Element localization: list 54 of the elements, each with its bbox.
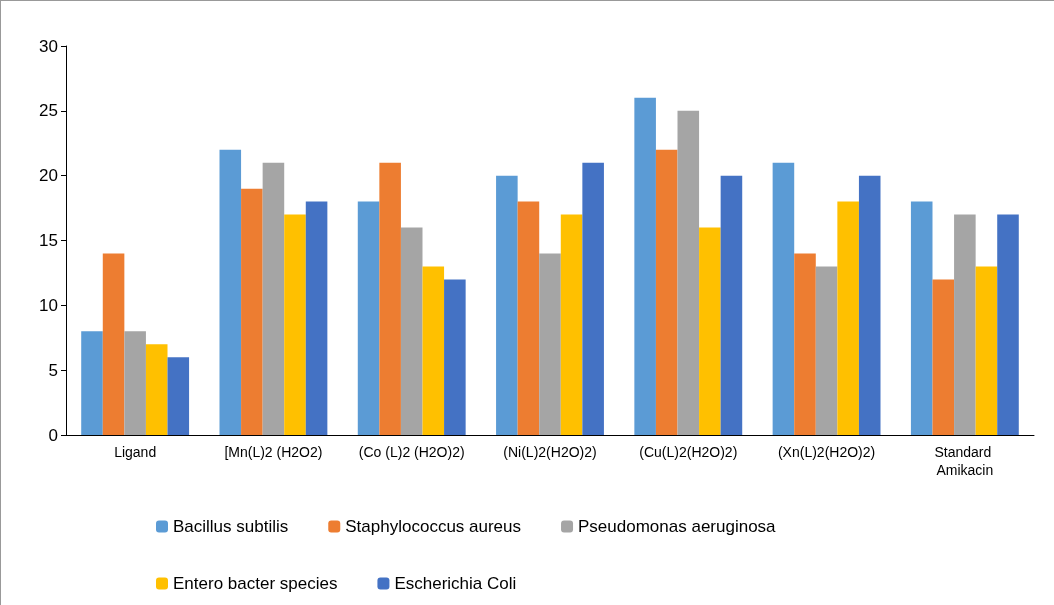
- x-tick-label: (Co (L)2 (H2O)2): [358, 444, 465, 460]
- legend-label: Pseudomonas aeruginosa: [578, 517, 777, 536]
- bar: [794, 253, 816, 435]
- bar: [954, 214, 976, 435]
- bar: [539, 253, 561, 435]
- y-tick-label: 5: [48, 360, 58, 380]
- bar: [677, 110, 700, 435]
- bar: [815, 266, 838, 435]
- x-tick-label: (Cu(L)2(H2O)2): [639, 444, 738, 460]
- bar: [837, 201, 859, 435]
- bar: [219, 149, 242, 435]
- bar: [655, 149, 678, 435]
- x-tick-label: Ligand: [114, 444, 157, 460]
- y-tick-label: 0: [48, 425, 58, 445]
- legend-label: Bacillus subtilis: [173, 517, 289, 536]
- bar: [102, 253, 125, 435]
- y-tick-label: 15: [39, 231, 58, 250]
- bar: [517, 201, 540, 435]
- bar: [496, 175, 518, 435]
- bar: [858, 175, 881, 435]
- bar: [400, 227, 423, 435]
- y-tick-label: 25: [39, 101, 58, 121]
- bar: [422, 266, 445, 435]
- bar: [305, 201, 328, 435]
- bar: [145, 344, 168, 435]
- bar: [379, 162, 401, 435]
- bar: [582, 162, 604, 435]
- x-tick-label: (Ni(L)2(H2O)2): [503, 444, 597, 460]
- bar: [699, 227, 721, 435]
- legend-label: Staphylococcus aureus: [345, 517, 522, 536]
- bar: [262, 162, 285, 435]
- bar: [167, 357, 190, 435]
- x-tick-label: (Xn(L)2(H2O)2): [777, 444, 876, 460]
- bar: [932, 279, 955, 435]
- bar: [124, 331, 146, 435]
- y-tick-label: 20: [39, 166, 58, 186]
- legend-label: Escherichia Coli: [394, 574, 517, 593]
- bar: [284, 214, 306, 435]
- bar: [720, 175, 743, 435]
- legend-label: Entero bacter species: [173, 574, 338, 593]
- bar: [910, 201, 933, 435]
- bar: [560, 214, 583, 435]
- bar: [357, 201, 380, 435]
- bar: [241, 188, 263, 435]
- bar: [772, 162, 795, 435]
- bar: [81, 331, 103, 435]
- bar: [975, 266, 998, 435]
- x-tick-label: [Mn(L)2 (H2O2): [224, 444, 323, 460]
- y-tick-label: 10: [39, 295, 58, 315]
- bar: [444, 279, 466, 435]
- bar: [634, 97, 656, 435]
- bar: [997, 214, 1019, 435]
- y-tick-label: 30: [39, 36, 58, 56]
- x-tick-label: Standard Amikacin: [934, 444, 996, 478]
